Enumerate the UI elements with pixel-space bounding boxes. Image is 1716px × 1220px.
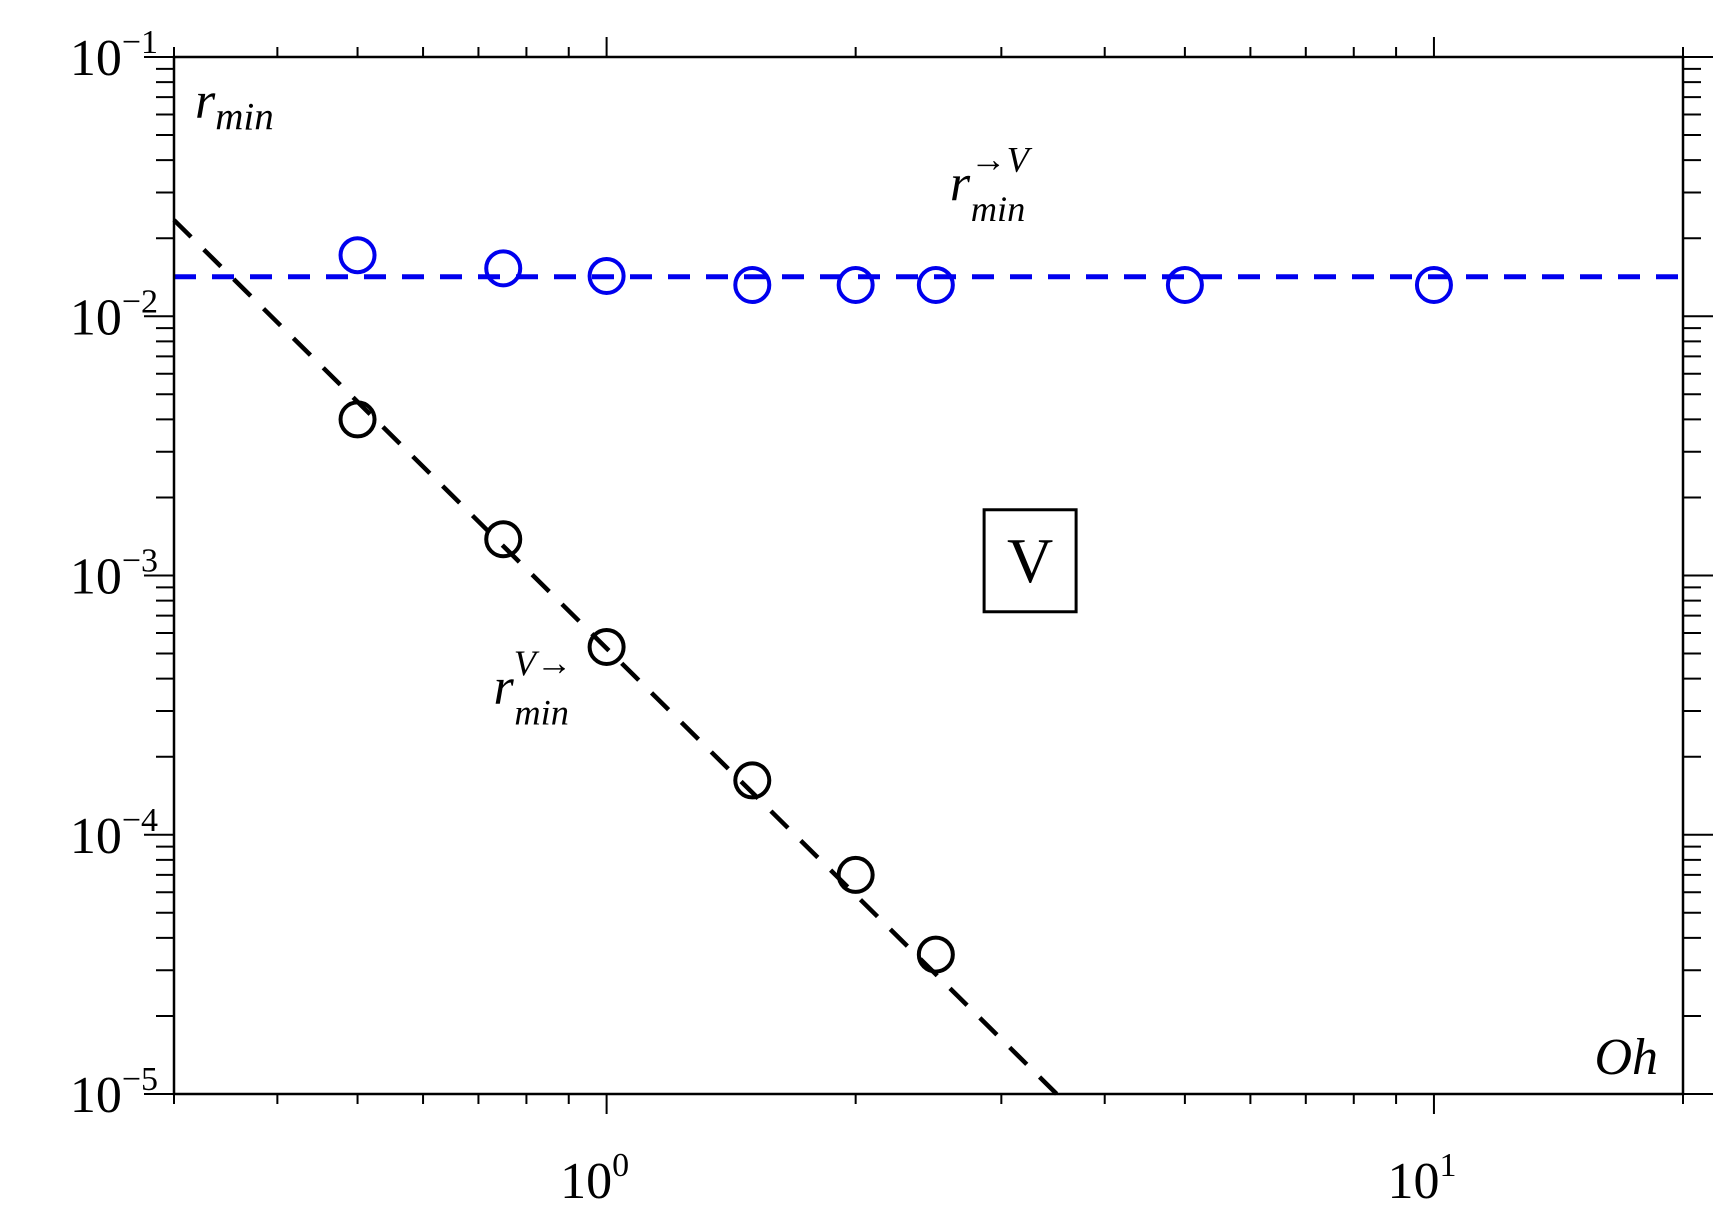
point-1-4 — [836, 855, 875, 894]
point-0-4 — [836, 265, 875, 304]
x-tick-label-1: 101 — [1387, 1147, 1456, 1210]
point-0-1 — [484, 249, 523, 288]
y-tick-label-3: 10−4 — [70, 802, 158, 865]
point-1-5 — [916, 935, 955, 974]
point-1-0 — [338, 400, 377, 439]
y-tick-label-0: 10−1 — [70, 24, 158, 87]
point-0-6 — [1165, 265, 1204, 304]
fit-lines — [172, 218, 1683, 1096]
point-1-1 — [484, 520, 523, 559]
data-points — [338, 236, 1453, 974]
tick-labels: 100 101 10−1 10−2 10−3 10−4 10−5 — [70, 24, 1457, 1210]
x-tick-label-0: 100 — [560, 1147, 629, 1210]
point-0-7 — [1414, 265, 1453, 304]
y-axis-label: rmin — [195, 73, 274, 138]
point-1-3 — [733, 761, 772, 800]
point-0-0 — [338, 236, 377, 275]
y-tick-label-2: 10−3 — [70, 543, 158, 606]
annotation-text-0: V — [1007, 525, 1053, 596]
axis-ticks — [144, 37, 1713, 1114]
y-tick-label-4: 10−5 — [70, 1061, 158, 1124]
annotation-box-0 — [982, 508, 1078, 614]
fit-line-1 — [172, 218, 1059, 1096]
y-tick-label-1: 10−2 — [70, 283, 158, 346]
series-label-1: rV→ min — [494, 643, 573, 732]
x-axis-label: Oh — [1594, 1029, 1658, 1086]
text-labels: rmin r→V min rV→ min Oh V — [195, 73, 1658, 1086]
point-0-2 — [587, 256, 626, 295]
series-label-0: r→V min — [950, 140, 1033, 229]
point-0-5 — [916, 265, 955, 304]
point-0-3 — [733, 265, 772, 304]
point-1-2 — [587, 627, 626, 666]
